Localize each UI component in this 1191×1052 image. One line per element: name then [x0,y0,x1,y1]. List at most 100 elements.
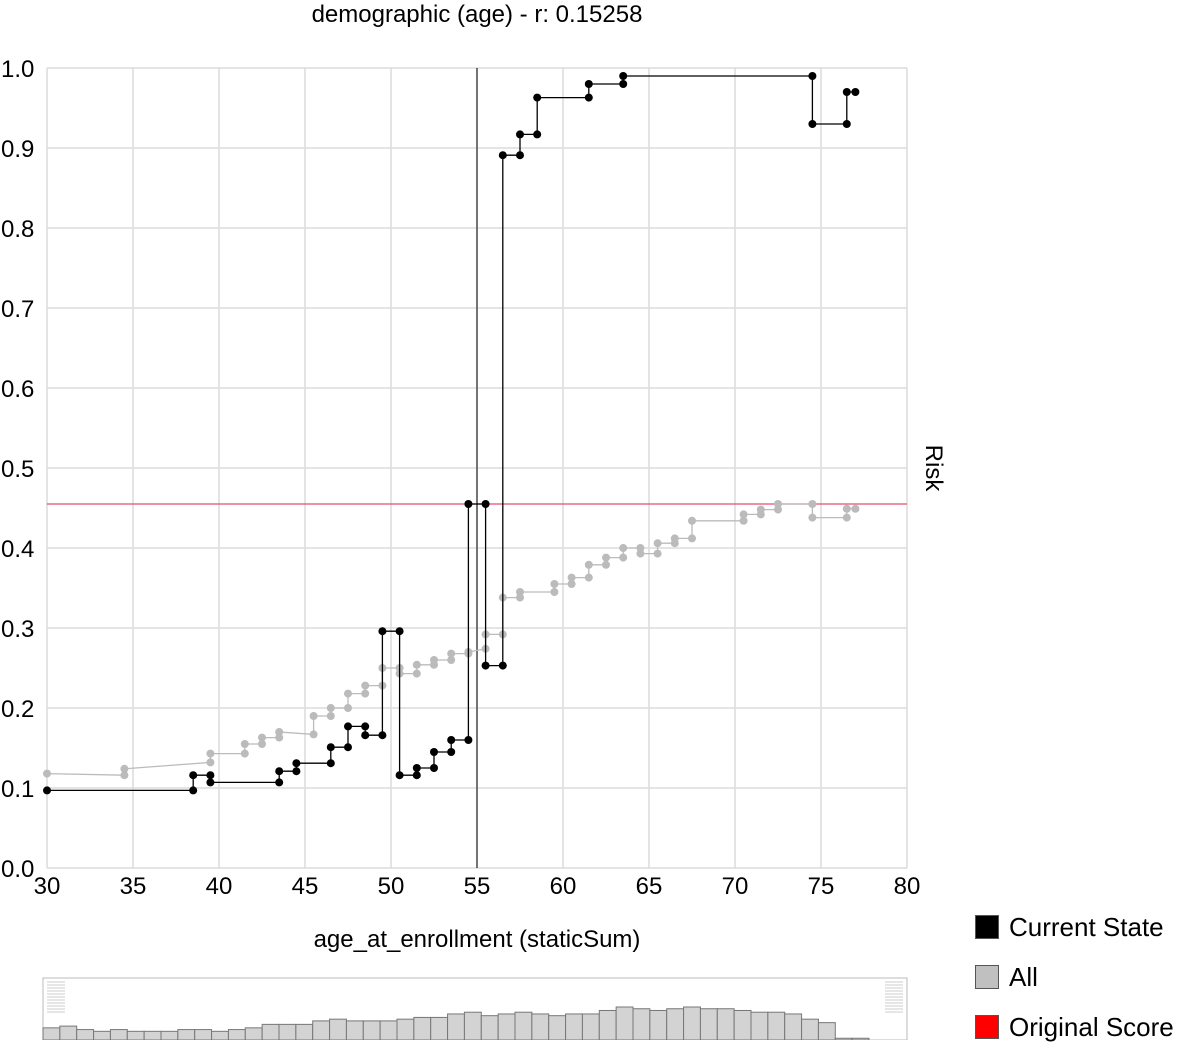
histogram-bar [801,1018,819,1040]
data-point-all [636,549,645,558]
data-point-all [567,580,576,588]
histogram-bar [565,1013,583,1040]
x-axis-label: age_at_enrollment (staticSum) [314,926,641,953]
data-point-all [516,588,524,596]
histogram-bar [548,1015,567,1040]
histogram-bar [632,1008,651,1040]
legend-item-current-state[interactable]: Current State [975,902,1174,952]
data-point-current-state [498,661,507,670]
histogram-bar [767,1011,786,1040]
histogram-bar [362,1020,381,1040]
histogram-bar [345,1020,364,1040]
data-point-current-state [533,93,542,102]
series-line-all [46,503,856,776]
legend-swatch-all [975,965,999,989]
series-line-current-state [47,75,856,792]
legend-item-all[interactable]: All [975,952,1174,1002]
y-tick-label: 1.0 [1,56,34,83]
data-point-all [688,534,696,543]
series-layer [43,72,860,795]
data-point-current-state [206,778,215,787]
brush-handle-left[interactable] [47,981,65,1013]
data-point-all [808,513,817,522]
data-point-all [326,704,335,712]
histogram-bar [666,1008,685,1040]
data-point-current-state [412,771,421,780]
data-point-current-state [292,759,301,768]
histogram-bar [396,1018,415,1040]
histogram-bar [817,1022,836,1040]
histogram-brush[interactable] [42,977,908,1040]
histogram-bar [211,1030,229,1040]
data-point-current-state [842,88,851,96]
data-point-all [344,689,352,698]
data-point-current-state [481,500,490,508]
data-point-current-state [275,778,284,787]
data-point-all [636,544,645,552]
data-point-all [309,712,318,720]
data-point-current-state [326,743,335,752]
data-point-current-state [292,767,301,776]
data-point-all [756,505,765,514]
legend-swatch-current-state [975,915,999,939]
histogram-bar [683,1006,701,1040]
data-point-all [851,504,860,513]
y-tick-label: 0.0 [1,856,34,883]
data-point-all [43,769,51,778]
x-tick-label: 60 [550,873,577,900]
y-tick-label: 0.7 [1,296,34,323]
data-point-current-state [430,748,438,756]
histogram-bar [733,1009,752,1040]
data-point-all [602,560,610,569]
histogram-bar [227,1029,246,1040]
data-point-current-state [619,80,628,88]
data-point-all [808,500,817,508]
data-point-all [275,733,284,742]
data-point-current-state [361,731,370,740]
data-point-current-state [464,500,473,508]
data-point-all [584,573,593,582]
data-point-all [258,740,266,748]
histogram-bar [413,1016,432,1040]
histogram-bar [531,1013,550,1040]
data-point-current-state [361,722,370,731]
data-point-all [447,649,456,658]
data-point-current-state [533,130,542,139]
histogram-bar [312,1020,331,1040]
data-point-current-state [584,93,593,102]
data-point-current-state [851,88,860,96]
legend-item-original-score[interactable]: Original Score [975,1002,1174,1052]
x-tick-label: 75 [808,873,835,900]
histogram-bar [851,1037,870,1040]
data-point-all [120,771,129,780]
histogram-bar [143,1030,162,1040]
data-point-current-state [206,771,215,780]
legend-swatch-original-score [975,1015,999,1039]
data-point-current-state [516,151,524,160]
data-point-current-state [412,764,421,772]
histogram-bar [59,1025,78,1040]
legend-label-current-state: Current State [1009,911,1164,942]
histogram-bar [379,1020,398,1040]
data-point-all [258,733,266,742]
data-point-all [412,669,421,678]
brush-handle-right[interactable] [885,981,903,1013]
histogram-bar [649,1009,668,1040]
data-point-all [240,740,249,748]
data-point-current-state [447,736,456,744]
data-point-all [516,593,524,602]
data-point-all [447,656,456,664]
histogram-bar [716,1008,735,1040]
data-point-current-state [189,786,198,795]
histogram-bar [581,1013,600,1040]
x-tick-label: 55 [464,873,491,900]
data-point-all [326,712,335,720]
x-tick-label: 40 [206,873,233,900]
data-point-current-state [481,661,490,670]
data-point-all [275,728,284,736]
y-axis-label: Risk [920,445,947,493]
x-tick-label: 80 [894,873,921,900]
y-tick-label: 0.5 [1,456,34,483]
histogram-bar [261,1023,280,1040]
histogram-bar [598,1009,617,1040]
